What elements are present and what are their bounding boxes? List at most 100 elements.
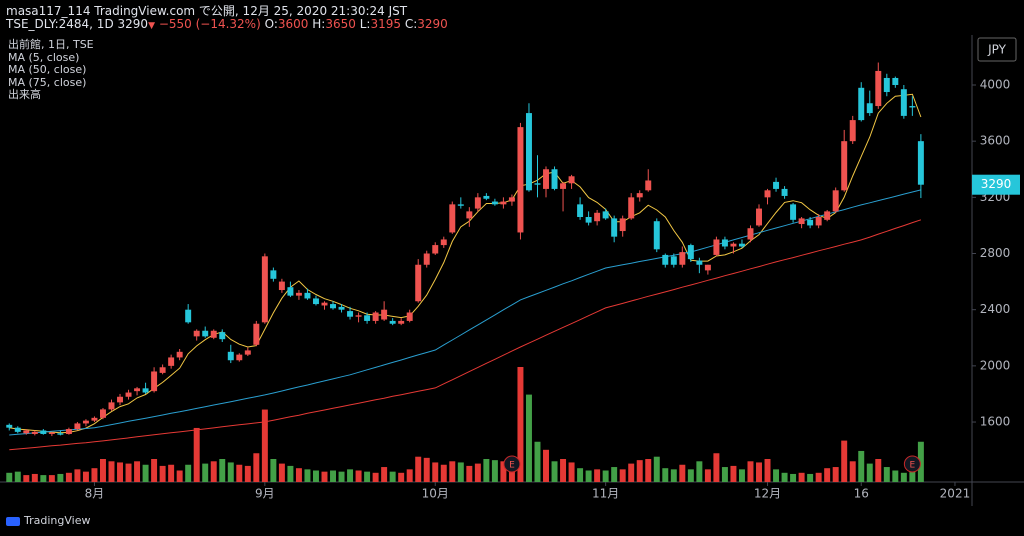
candle-body <box>244 350 251 355</box>
volume-bar <box>781 472 788 482</box>
volume-bar <box>764 459 771 482</box>
volume-bar <box>849 461 856 482</box>
l-label: L: <box>359 17 371 31</box>
volume-bar <box>704 469 711 482</box>
volume-bar <box>398 472 405 482</box>
candle-body <box>508 197 515 202</box>
volume-bar <box>193 427 200 482</box>
candle-body <box>295 292 302 296</box>
candle-body <box>338 306 345 310</box>
legend-entry: 出来高 <box>8 88 41 101</box>
volume-bar <box>312 470 319 482</box>
l-value: 3195 <box>370 17 401 31</box>
candle-body <box>330 304 336 309</box>
candle-body <box>82 420 89 424</box>
volume-bar <box>415 456 422 482</box>
volume-bar <box>892 470 899 482</box>
candle-body <box>440 239 447 246</box>
x-tick-label: 8月 <box>85 487 105 501</box>
candle-body <box>679 252 686 265</box>
candle-body <box>670 256 677 265</box>
legend-entry: MA (75, close) <box>8 75 87 89</box>
candle-body <box>253 323 260 345</box>
candle-body <box>543 169 549 189</box>
candle-body <box>602 211 609 219</box>
candle-body <box>219 332 226 340</box>
volume-bar <box>636 460 643 482</box>
candle-body <box>142 388 149 393</box>
candle-body <box>415 264 422 302</box>
candle-body <box>99 409 106 418</box>
volume-bar <box>261 409 268 482</box>
candle-body <box>662 254 669 265</box>
candle-body <box>321 302 328 306</box>
logo-icon <box>6 516 20 526</box>
volume-bar <box>508 468 515 482</box>
volume-bar <box>168 464 175 482</box>
o-value: 3600 <box>277 17 309 31</box>
volume-bar <box>611 467 618 482</box>
volume-bar <box>577 468 584 482</box>
candle-body <box>210 330 217 338</box>
volume-bar <box>798 472 805 482</box>
candle-body <box>193 330 200 337</box>
volume-bar <box>31 473 38 482</box>
candle-body <box>738 243 745 247</box>
candle-body <box>364 315 371 321</box>
volume-bar <box>57 473 64 482</box>
ma-line <box>9 93 922 434</box>
volume-bar <box>662 468 669 482</box>
volume-bar <box>381 467 388 482</box>
volume-bar <box>304 469 311 482</box>
x-tick-label: 2021 <box>940 487 971 501</box>
volume-bar <box>815 472 822 482</box>
currency-button[interactable] <box>977 37 1017 62</box>
x-tick-label: 12月 <box>754 487 781 501</box>
x-tick-label: 10月 <box>422 487 449 501</box>
volume-bar <box>278 463 285 482</box>
candle-body <box>560 183 567 189</box>
y-tick-label: 2800 <box>980 246 1011 260</box>
y-tick-label: 2400 <box>980 302 1011 316</box>
candle-body <box>534 183 541 185</box>
volume-bar <box>721 467 728 482</box>
candle-body <box>355 315 362 317</box>
candle-body <box>883 77 890 93</box>
volume-bar <box>517 367 524 482</box>
symbol: TSE_DLY:2484, 1D <box>6 17 114 31</box>
volume-bar <box>185 464 192 482</box>
volume-bar <box>457 462 464 482</box>
earnings-marker <box>503 455 521 473</box>
volume-bar <box>270 459 277 482</box>
c-label: C: <box>404 17 418 31</box>
author: masa117_114 TradingView.com で公開, 12月 25,… <box>6 4 408 18</box>
candle-body <box>40 430 47 434</box>
candle-body <box>398 320 405 324</box>
candle-body <box>849 120 856 142</box>
candle-body <box>645 180 652 191</box>
candle-body <box>790 204 797 220</box>
volume-bar <box>449 461 456 482</box>
candle-body <box>236 354 243 361</box>
y-tick-label: 1600 <box>980 415 1011 429</box>
volume-bar <box>253 453 260 482</box>
candle-body <box>500 201 507 205</box>
volume-bar <box>534 441 541 482</box>
candle-body <box>347 311 354 317</box>
volume-bar <box>909 471 916 482</box>
x-tick-label: 9月 <box>255 487 275 501</box>
candle-body <box>585 217 592 223</box>
volume-bar <box>423 457 430 482</box>
currency[interactable]: JPY <box>987 43 1007 57</box>
candle-body <box>432 245 439 254</box>
volume-bar <box>875 459 882 482</box>
earnings-label: E <box>910 461 916 471</box>
candle-body <box>185 309 192 323</box>
volume-bar <box>585 470 592 482</box>
volume-bar <box>560 459 567 482</box>
volume-bar <box>117 462 123 482</box>
candle-body <box>491 201 498 205</box>
volume-bar <box>108 461 115 482</box>
volume-bar <box>670 469 677 482</box>
volume-bar <box>500 461 507 482</box>
